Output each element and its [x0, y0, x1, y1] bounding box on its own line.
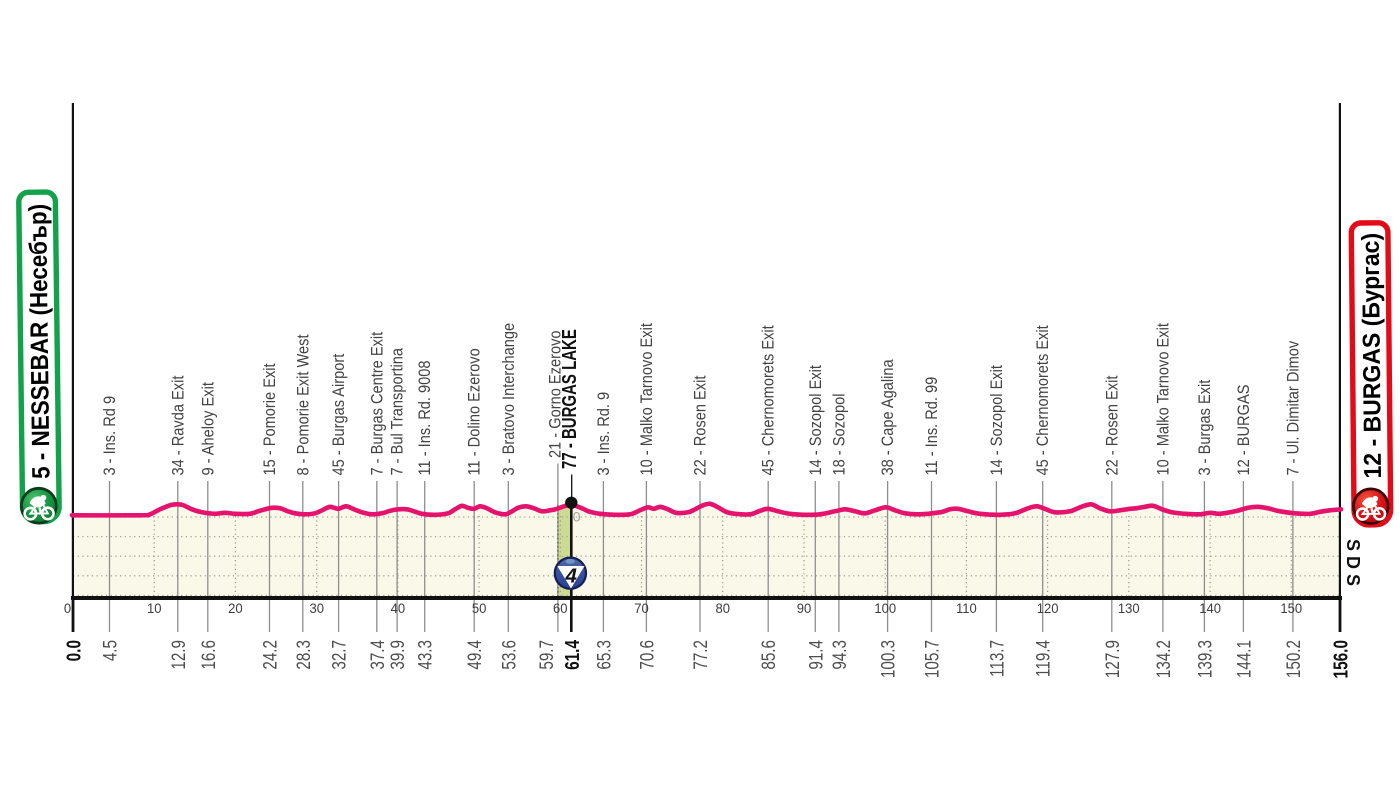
svg-text:11 - Dolino Ezerovo: 11 - Dolino Ezerovo: [466, 348, 484, 475]
svg-text:16.6: 16.6: [197, 640, 219, 670]
svg-text:SDS: SDS: [1343, 539, 1363, 591]
svg-text:156.0: 156.0: [1329, 640, 1352, 678]
svg-text:0: 0: [573, 509, 581, 525]
svg-text:40: 40: [391, 601, 406, 617]
svg-text:91.4: 91.4: [804, 640, 826, 670]
svg-text:144.1: 144.1: [1232, 640, 1254, 678]
svg-text:61.4: 61.4: [561, 640, 584, 670]
svg-text:10 - Malko Tarnovo Exit: 10 - Malko Tarnovo Exit: [638, 323, 656, 476]
svg-text:14 - Sozopol Exit: 14 - Sozopol Exit: [988, 365, 1006, 476]
svg-text:77.2: 77.2: [689, 640, 711, 670]
svg-text:130: 130: [1118, 601, 1140, 617]
svg-text:10: 10: [147, 601, 162, 617]
svg-text:32.7: 32.7: [328, 640, 350, 670]
svg-text:139.3: 139.3: [1193, 640, 1215, 678]
svg-text:11 - Ins. Rd. 9008: 11 - Ins. Rd. 9008: [416, 360, 434, 475]
svg-text:100: 100: [874, 601, 896, 617]
svg-text:127.9: 127.9: [1101, 640, 1123, 678]
svg-text:45 - Burgas Airport: 45 - Burgas Airport: [330, 353, 348, 475]
svg-text:3 - Ins. Rd. 9: 3 - Ins. Rd. 9: [595, 392, 613, 476]
svg-text:18 - Sozopol: 18 - Sozopol: [830, 393, 848, 475]
svg-text:119.4: 119.4: [1032, 640, 1054, 677]
svg-text:0: 0: [64, 601, 72, 617]
svg-text:22 - Rosen Exit: 22 - Rosen Exit: [1103, 375, 1121, 475]
svg-text:4.5: 4.5: [99, 640, 121, 661]
svg-text:140: 140: [1199, 601, 1221, 617]
svg-text:110: 110: [956, 601, 977, 617]
svg-text:20: 20: [228, 601, 243, 617]
svg-text:45 - Chernomorets Exit: 45 - Chernomorets Exit: [1034, 325, 1052, 476]
svg-text:134.2: 134.2: [1152, 640, 1174, 678]
svg-text:8 - Pomorie Exit West: 8 - Pomorie Exit West: [294, 334, 312, 476]
svg-text:28.3: 28.3: [292, 640, 314, 670]
svg-text:7 - Bul Transportina: 7 - Bul Transportina: [389, 348, 407, 476]
svg-text:12.9: 12.9: [167, 640, 189, 670]
svg-text:21 - Gorno Ezerovo: 21 - Gorno Ezerovo: [546, 330, 564, 458]
svg-text:90: 90: [797, 601, 812, 617]
svg-text:43.3: 43.3: [414, 640, 436, 670]
svg-text:105.7: 105.7: [921, 640, 943, 678]
svg-text:70.6: 70.6: [635, 640, 657, 670]
svg-text:3 - Bratovo Interchange: 3 - Bratovo Interchange: [500, 323, 518, 476]
svg-text:70: 70: [634, 601, 649, 617]
svg-text:4: 4: [564, 564, 577, 587]
svg-text:34 - Ravda Exit: 34 - Ravda Exit: [169, 375, 187, 475]
svg-text:85.6: 85.6: [757, 640, 779, 670]
svg-text:150: 150: [1280, 601, 1302, 617]
svg-text:120: 120: [1037, 601, 1059, 617]
svg-text:150.2: 150.2: [1282, 640, 1304, 678]
svg-text:3 - Ins. Rd 9: 3 - Ins. Rd 9: [101, 396, 119, 476]
svg-text:113.7: 113.7: [985, 640, 1007, 677]
svg-text:77 - BURGAS LAKE: 77 - BURGAS LAKE: [558, 329, 581, 469]
svg-text:15 - Pomorie Exit: 15 - Pomorie Exit: [261, 363, 279, 476]
svg-text:50: 50: [472, 601, 487, 617]
svg-text:37.4: 37.4: [366, 640, 388, 670]
svg-text:94.3: 94.3: [828, 640, 850, 670]
svg-text:3 - Burgas Exit: 3 - Burgas Exit: [1196, 379, 1214, 475]
svg-text:12 - BURGAS (Бургас): 12 - BURGAS (Бургас): [1357, 233, 1387, 479]
svg-text:24.2: 24.2: [259, 640, 281, 670]
svg-text:53.6: 53.6: [497, 640, 519, 670]
svg-text:80: 80: [715, 601, 730, 617]
svg-text:60: 60: [553, 601, 568, 617]
svg-text:14 - Sozopol Exit: 14 - Sozopol Exit: [807, 365, 825, 476]
svg-text:22 - Rosen Exit: 22 - Rosen Exit: [692, 375, 710, 475]
svg-text:100.3: 100.3: [877, 640, 899, 678]
svg-text:30: 30: [309, 601, 324, 617]
svg-text:49.4: 49.4: [463, 640, 485, 670]
svg-text:10 - Malko Tarnovo Exit: 10 - Malko Tarnovo Exit: [1154, 323, 1172, 476]
svg-text:5 - NESSEBAR (Несебър): 5 - NESSEBAR (Несебър): [24, 204, 56, 479]
svg-text:9 - Aheloy Exit: 9 - Aheloy Exit: [199, 382, 217, 476]
svg-text:38 - Cape Agalina: 38 - Cape Agalina: [879, 359, 897, 475]
svg-text:65.3: 65.3: [592, 640, 614, 670]
svg-text:39.9: 39.9: [386, 640, 408, 670]
svg-text:7 - Burgas Centre Exit: 7 - Burgas Centre Exit: [368, 331, 386, 475]
svg-text:0.0: 0.0: [62, 640, 85, 661]
svg-text:59.7: 59.7: [535, 640, 557, 670]
svg-text:11 - Ins. Rd. 99: 11 - Ins. Rd. 99: [923, 377, 941, 476]
svg-text:45 - Chernomorets Exit: 45 - Chernomorets Exit: [760, 325, 778, 476]
svg-text:12 - BURGAS: 12 - BURGAS: [1235, 385, 1253, 476]
svg-text:7 - Ul. Dimitar Dimov: 7 - Ul. Dimitar Dimov: [1284, 341, 1302, 476]
